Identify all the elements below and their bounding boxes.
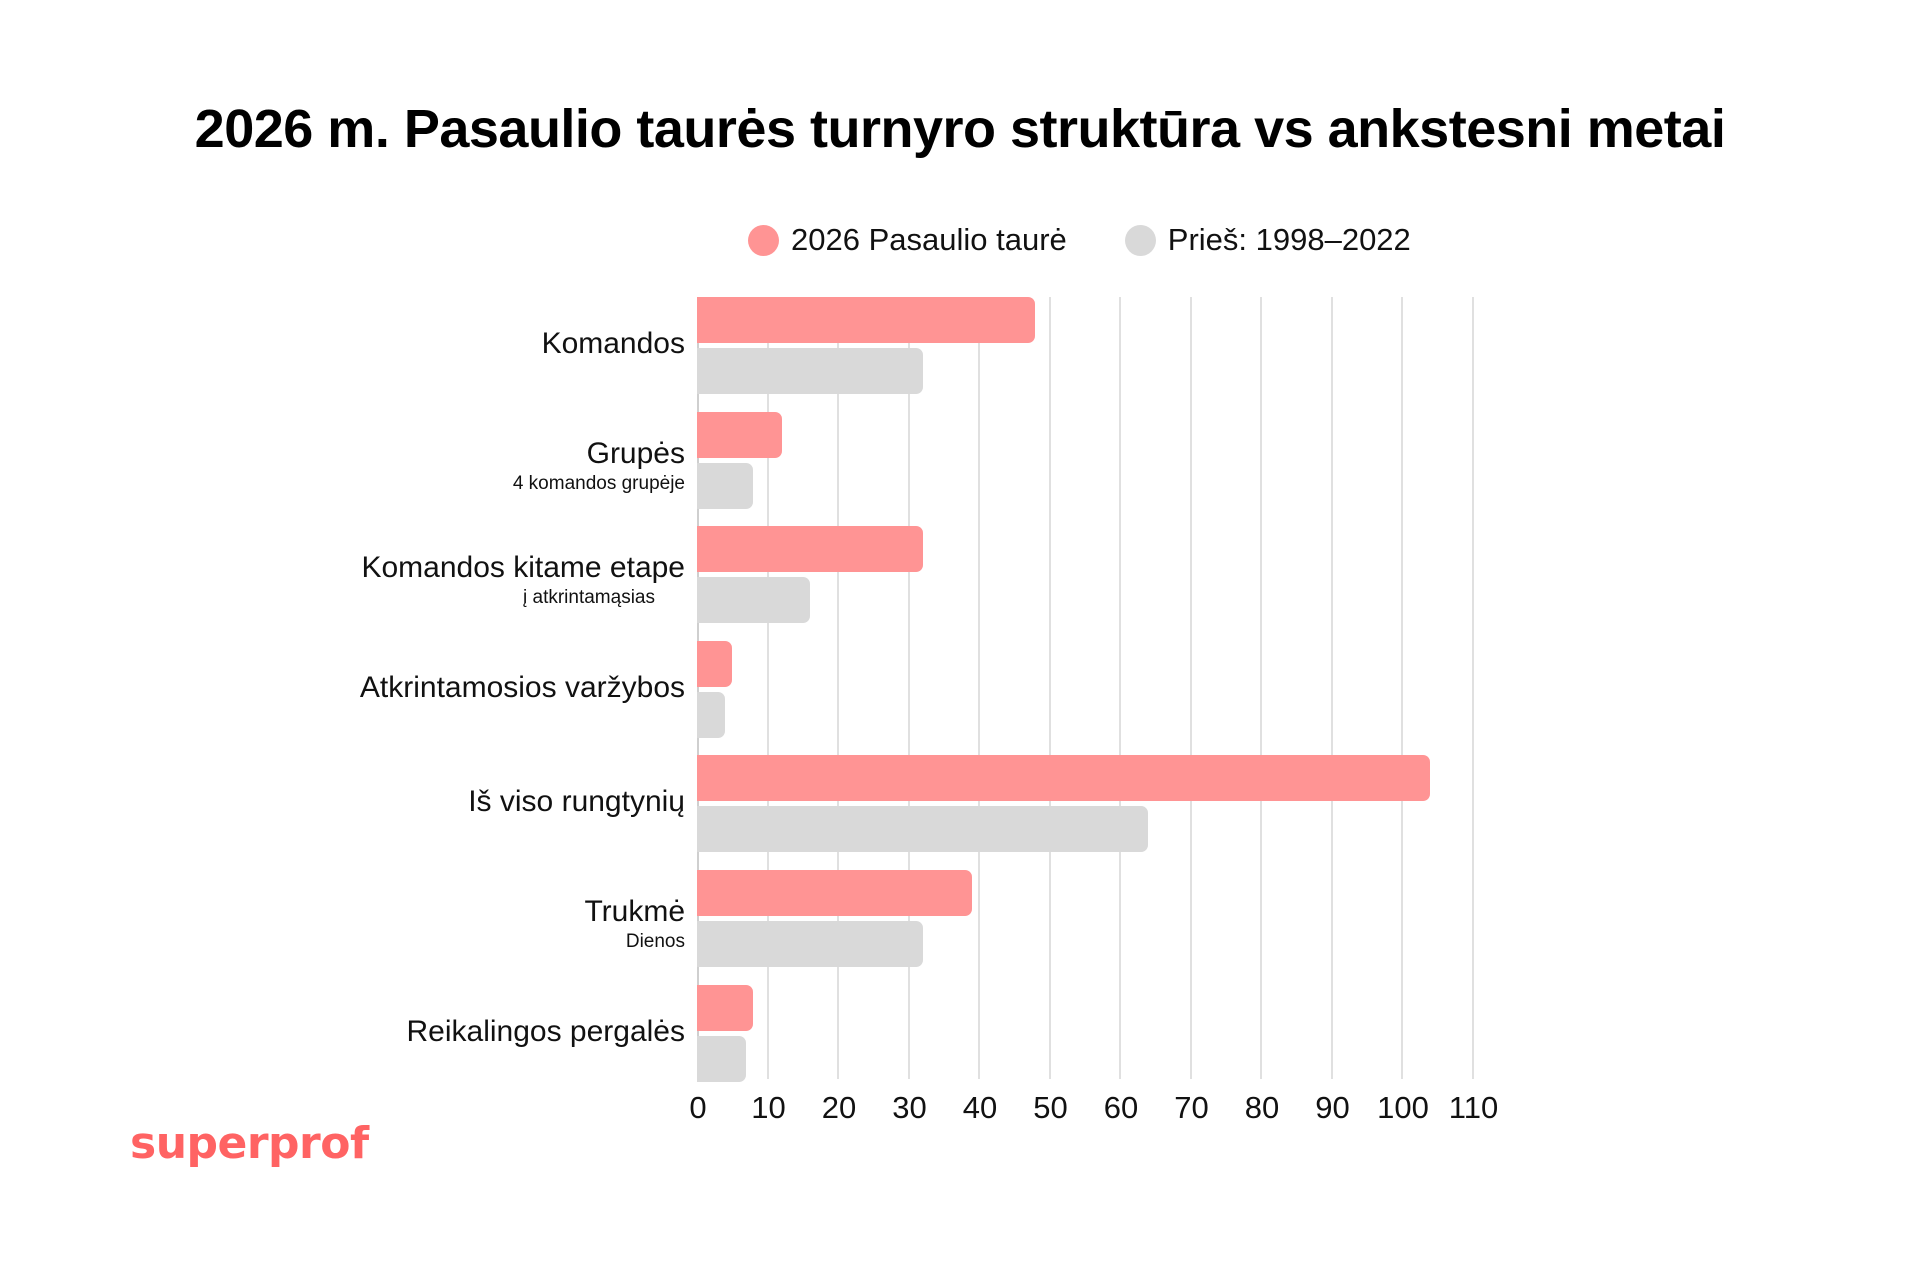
legend-item-previous: Prieš: 1998–2022 [1124, 222, 1411, 258]
category-label: Komandos kitame etape į atkrintamąsias [361, 551, 685, 609]
bar-2026 [697, 526, 923, 573]
legend: 2026 Pasaulio taurė Prieš: 1998–2022 [748, 222, 1469, 258]
gridline [1189, 297, 1192, 1079]
y-axis-line [697, 297, 699, 1079]
legend-dot-previous-icon [1124, 224, 1156, 256]
x-tick-label: 80 [1244, 1090, 1280, 1125]
category-name: Reikalingos pergalės [406, 1014, 686, 1048]
bar-2026 [697, 297, 1036, 343]
bar-previous [697, 348, 923, 394]
x-tick-label: 0 [689, 1090, 707, 1125]
category-name: Atkrintamosios varžybos [359, 670, 685, 704]
bar-previous [697, 1035, 747, 1082]
gridline [978, 297, 980, 1079]
category-label: Komandos [542, 327, 685, 361]
x-tick-label: 50 [1033, 1090, 1068, 1125]
category-label: Grupės 4 komandos grupėje [513, 437, 685, 495]
x-tick-label: 10 [751, 1090, 786, 1125]
gridline [1330, 297, 1333, 1079]
x-tick-label: 110 [1448, 1090, 1499, 1125]
x-tick-label: 40 [962, 1090, 998, 1125]
gridline [1260, 297, 1262, 1079]
category-sublabel: 4 komandos grupėje [512, 472, 685, 494]
chart-title: 2026 m. Pasaulio taurės turnyro struktūr… [194, 99, 1726, 159]
gridline [1048, 297, 1051, 1079]
superprof-logo: superprof [130, 1118, 369, 1169]
category-label: Iš viso rungtynių [468, 785, 685, 819]
category-name: Trukmė [584, 895, 685, 928]
legend-label-2026: 2026 Pasaulio taurė [791, 222, 1067, 257]
gridline [837, 297, 839, 1079]
legend-item-2026: 2026 Pasaulio taurė [748, 222, 1067, 258]
plot-area [697, 297, 1487, 1082]
category-name: Komandos kitame etape [361, 551, 685, 585]
bar-2026 [697, 755, 1431, 802]
category-sublabel: Dienos [625, 931, 685, 952]
category-label: Trukmė Dienos [584, 895, 685, 953]
x-tick-label: 30 [892, 1090, 927, 1125]
x-tick-label: 70 [1174, 1090, 1209, 1125]
bar-previous [697, 921, 923, 967]
category-name: Komandos [541, 327, 685, 360]
category-sublabel: į atkrintamąsias [523, 587, 655, 609]
gridline [1401, 297, 1403, 1079]
bar-previous [697, 806, 1149, 853]
x-tick-label: 100 [1377, 1090, 1429, 1125]
bar-2026 [697, 870, 972, 916]
legend-dot-2026-icon [748, 224, 779, 256]
bar-previous [697, 691, 726, 738]
x-tick-label: 20 [821, 1090, 857, 1125]
bar-2026 [697, 984, 754, 1031]
category-label: Atkrintamosios varžybos [360, 671, 685, 705]
gridline [1471, 297, 1474, 1079]
gridline [1119, 297, 1121, 1079]
legend-label-previous: Prieš: 1998–2022 [1167, 222, 1411, 257]
bar-previous [697, 462, 754, 509]
bar-2026 [697, 411, 782, 458]
bar-previous [697, 577, 810, 624]
gridline [907, 297, 910, 1079]
x-tick-label: 60 [1103, 1090, 1139, 1125]
category-name: Grupės [586, 436, 685, 470]
bar-2026 [697, 640, 733, 687]
category-name: Iš viso rungtynių [468, 785, 685, 819]
category-label: Reikalingos pergalės [407, 1015, 686, 1049]
x-tick-label: 90 [1315, 1090, 1350, 1125]
gridline [766, 297, 769, 1079]
